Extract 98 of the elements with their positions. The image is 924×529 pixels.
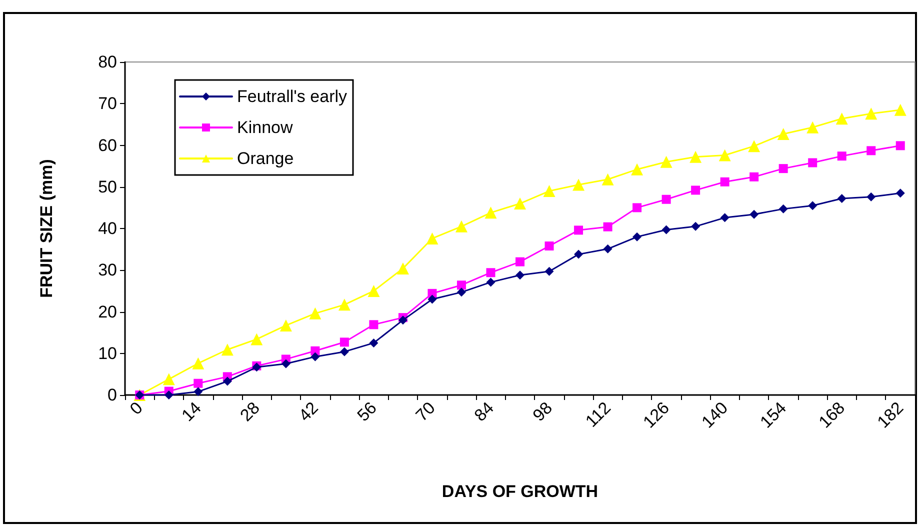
point — [603, 222, 612, 232]
point — [192, 357, 204, 370]
point — [516, 257, 524, 266]
x-tick-label: 168 — [815, 398, 849, 432]
point — [662, 225, 671, 234]
point — [544, 266, 554, 276]
point — [281, 359, 290, 368]
x-tick-label: 140 — [698, 398, 732, 432]
point — [456, 288, 466, 297]
point — [486, 278, 496, 287]
x-tick-label: 28 — [236, 398, 264, 426]
point — [543, 185, 556, 198]
point — [896, 188, 905, 198]
point — [368, 284, 380, 297]
point — [309, 307, 322, 320]
point — [778, 204, 788, 214]
point — [720, 177, 730, 186]
point — [369, 338, 378, 348]
y-axis-title: FRUIT SIZE (mm) — [37, 159, 56, 298]
x-tick-label: 14 — [178, 398, 205, 426]
point — [194, 387, 203, 396]
x-tick-label: 70 — [412, 398, 439, 426]
legend-label: Feutrall's early — [237, 87, 348, 106]
x-tick-label: 42 — [295, 398, 322, 426]
point — [631, 163, 644, 176]
point — [428, 294, 437, 304]
point — [837, 152, 846, 161]
x-tick-label: 112 — [582, 398, 614, 431]
point — [748, 140, 760, 152]
y-tick-label: 40 — [98, 219, 117, 238]
point — [866, 146, 876, 156]
point — [221, 344, 234, 356]
point — [690, 150, 702, 163]
point — [632, 232, 642, 242]
point — [310, 352, 320, 362]
point — [340, 338, 349, 347]
point — [837, 194, 846, 204]
point — [777, 128, 790, 140]
point — [603, 244, 612, 254]
x-tick-label: 126 — [640, 398, 674, 432]
x-tick-label: 182 — [874, 398, 908, 432]
point — [691, 222, 700, 231]
point — [602, 173, 614, 186]
x-tick-label: 98 — [529, 398, 556, 426]
point — [338, 298, 350, 311]
x-tick-label: 154 — [756, 398, 790, 432]
x-tick-label: 56 — [354, 398, 380, 426]
point — [896, 141, 905, 150]
y-tick-label: 30 — [98, 260, 117, 280]
point — [396, 262, 409, 274]
point — [455, 220, 468, 232]
point — [750, 172, 759, 182]
point — [162, 373, 175, 386]
point — [398, 316, 408, 325]
x-axis-title: DAYS OF GROWTH — [442, 482, 598, 501]
point — [516, 270, 524, 280]
point — [514, 198, 526, 210]
y-tick-label: 0 — [108, 386, 117, 404]
point — [280, 319, 292, 332]
point — [894, 104, 906, 116]
point — [865, 108, 878, 120]
point — [836, 112, 848, 125]
point — [691, 186, 700, 195]
y-tick-label: 20 — [98, 302, 117, 322]
y-tick-label: 50 — [98, 177, 117, 196]
point — [486, 268, 496, 278]
point — [426, 232, 438, 244]
point — [250, 333, 263, 346]
y-tick-label: 70 — [98, 94, 117, 114]
point — [778, 164, 788, 174]
y-tick-label: 80 — [98, 52, 117, 72]
point — [806, 121, 819, 134]
point — [340, 347, 349, 356]
point — [484, 206, 497, 219]
legend-label: Kinnow — [237, 118, 294, 137]
point — [572, 178, 585, 191]
point — [808, 201, 818, 210]
y-tick-label: 60 — [98, 136, 117, 155]
point — [632, 203, 642, 212]
legend-label: Orange — [237, 149, 294, 168]
point — [750, 210, 759, 219]
point — [866, 192, 876, 202]
point — [574, 250, 584, 259]
point — [369, 320, 378, 330]
point — [456, 280, 466, 290]
point — [662, 194, 671, 204]
point — [544, 241, 554, 250]
point — [718, 149, 731, 162]
point — [194, 378, 203, 388]
point — [164, 390, 174, 400]
x-tick-label: 84 — [470, 398, 498, 426]
point — [660, 156, 672, 168]
point — [808, 158, 818, 168]
point — [720, 213, 730, 222]
point — [574, 226, 584, 235]
point — [222, 376, 232, 386]
y-tick-label: 10 — [98, 344, 117, 363]
x-tick-label: 0 — [126, 398, 146, 418]
